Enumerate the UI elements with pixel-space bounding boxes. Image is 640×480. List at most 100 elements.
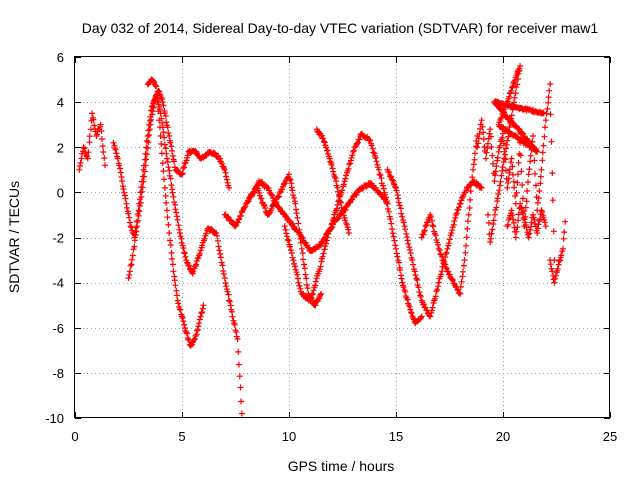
data-point (308, 291, 315, 298)
data-point (234, 336, 241, 342)
data-point (530, 133, 536, 139)
data-point (284, 236, 291, 243)
data-point (519, 182, 526, 188)
data-point (283, 230, 290, 237)
data-point (531, 157, 538, 164)
data-point (179, 170, 186, 177)
data-point (512, 90, 519, 97)
data-point (397, 267, 404, 273)
data-point (288, 184, 295, 191)
data-point (449, 276, 455, 283)
data-point (495, 191, 502, 197)
data-point (465, 211, 472, 218)
data-point (469, 174, 476, 181)
data-point (132, 232, 139, 239)
data-point (390, 233, 397, 240)
data-point (490, 160, 496, 167)
data-point (137, 199, 144, 206)
data-point (225, 297, 232, 304)
data-point (398, 210, 405, 217)
data-point (164, 214, 171, 221)
series-trace-j (418, 133, 481, 297)
data-point (435, 279, 442, 286)
data-point (198, 309, 205, 316)
data-point (380, 182, 386, 189)
data-point (494, 195, 501, 202)
data-point (400, 284, 407, 291)
data-point (289, 187, 296, 194)
data-point (540, 109, 546, 116)
data-point (554, 265, 561, 272)
data-point (474, 144, 481, 151)
data-point (400, 219, 407, 226)
data-point (224, 288, 231, 295)
data-point (126, 214, 133, 221)
data-point (125, 275, 132, 282)
data-point (304, 285, 311, 292)
data-point (392, 183, 399, 190)
axis-ticks: 0 5 10 15 20 25 -10 -8 -6 -4 -2 0 2 4 6 (45, 50, 617, 444)
data-point (497, 178, 504, 185)
data-point (399, 213, 406, 220)
y-axis-label: SDTVAR / TECUs (6, 181, 22, 293)
data-point (391, 237, 398, 244)
series-trace-l (504, 200, 549, 241)
data-point (290, 192, 297, 199)
data-point (542, 223, 549, 230)
data-point (90, 116, 97, 123)
data-point (301, 265, 308, 272)
data-point (483, 149, 490, 156)
data-point (397, 205, 404, 212)
data-point (433, 288, 440, 295)
data-point (456, 204, 462, 211)
data-point (133, 228, 140, 235)
data-point (164, 124, 171, 131)
data-point (479, 123, 486, 130)
x-tick-label: 0 (71, 429, 78, 444)
data-point (168, 182, 175, 188)
data-point (558, 252, 565, 259)
data-point (153, 83, 160, 90)
data-point (535, 221, 542, 228)
data-point (539, 157, 546, 164)
x-axis-label: GPS time / hours (288, 458, 395, 474)
grid (75, 57, 610, 418)
data-point (279, 186, 286, 193)
data-point (231, 321, 238, 328)
data-point (503, 145, 509, 152)
data-point (122, 195, 129, 202)
data-point (328, 161, 335, 168)
data-point (175, 300, 182, 307)
data-point (421, 227, 428, 234)
data-point (513, 228, 520, 235)
data-point (241, 204, 248, 211)
data-point (294, 214, 301, 221)
data-point (505, 175, 512, 182)
data-point (435, 283, 442, 290)
data-point (476, 131, 483, 137)
data-point (393, 187, 400, 194)
data-point (517, 204, 524, 211)
data-point (83, 152, 90, 159)
data-point (511, 94, 518, 101)
data-point (508, 155, 515, 162)
data-point (501, 155, 508, 162)
data-point (462, 249, 469, 256)
data-point (310, 287, 317, 294)
data-point (117, 169, 124, 176)
data-point (488, 230, 495, 237)
data-point (220, 271, 227, 277)
data-point (169, 147, 175, 154)
y-tick-label: -10 (45, 411, 64, 426)
data-point (131, 237, 138, 244)
data-point (497, 142, 504, 149)
data-point (165, 164, 172, 171)
data-point (328, 225, 335, 231)
data-point (541, 133, 548, 140)
data-point (471, 156, 478, 163)
data-point (493, 163, 500, 170)
data-point (509, 84, 516, 91)
data-point (527, 152, 534, 159)
x-tick-label: 10 (282, 429, 296, 444)
data-point (544, 106, 551, 112)
